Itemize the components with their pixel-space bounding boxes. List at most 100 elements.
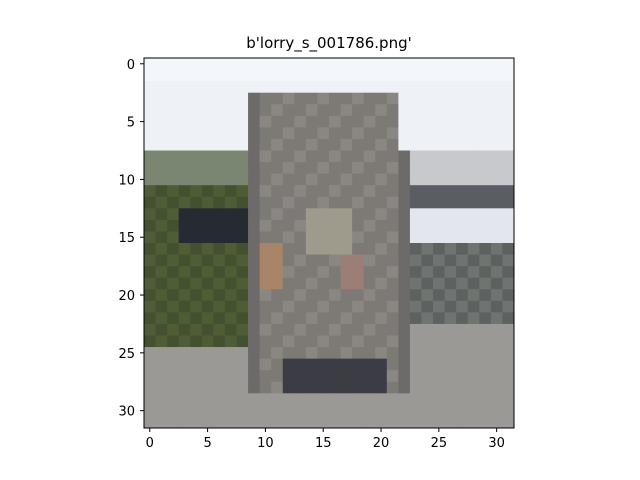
image-pixel — [479, 162, 492, 175]
image-pixel — [352, 277, 365, 290]
image-pixel — [386, 104, 399, 117]
image-pixel — [155, 416, 168, 429]
image-pixel — [294, 196, 307, 209]
image-pixel — [352, 104, 365, 117]
image-pixel — [456, 219, 469, 232]
image-pixel — [409, 393, 422, 406]
image-pixel — [271, 300, 284, 313]
image-pixel — [317, 300, 330, 313]
image-pixel — [329, 150, 341, 163]
image-pixel — [167, 219, 180, 232]
image-pixel — [190, 289, 203, 302]
image-pixel — [363, 81, 376, 94]
image-pixel — [444, 231, 457, 244]
image-pixel — [317, 254, 330, 267]
image-pixel — [398, 173, 411, 186]
image-pixel — [190, 208, 203, 221]
image-pixel — [259, 196, 272, 209]
image-pixel — [444, 150, 457, 163]
image-pixel — [329, 300, 341, 313]
image-pixel — [444, 381, 457, 394]
image-pixel — [224, 185, 237, 198]
image-pixel — [490, 393, 503, 406]
image-pixel — [409, 173, 422, 186]
image-pixel — [144, 381, 156, 394]
image-pixel — [305, 381, 318, 394]
image-pixel — [259, 104, 272, 117]
image-pixel — [444, 81, 457, 94]
image-pixel — [421, 231, 434, 244]
image-pixel — [479, 254, 492, 267]
image-pixel — [479, 347, 492, 360]
image-pixel — [282, 416, 295, 429]
image-pixel — [479, 92, 492, 105]
image-pixel — [502, 254, 515, 267]
image-pixel — [386, 92, 399, 105]
image-pixel — [363, 92, 376, 105]
image-pixel — [479, 219, 492, 232]
image-pixel — [340, 162, 353, 175]
image-pixel — [386, 185, 399, 198]
image-pixel — [201, 358, 214, 371]
image-pixel — [248, 243, 261, 255]
image-pixel — [213, 312, 226, 325]
image-pixel — [409, 58, 422, 70]
x-tick-label: 15 — [315, 436, 332, 451]
image-pixel — [213, 300, 226, 313]
image-pixel — [294, 81, 307, 94]
image-pixel — [248, 323, 261, 336]
image-pixel — [340, 323, 353, 336]
image-pixel — [259, 219, 272, 232]
image-pixel — [433, 115, 446, 128]
image-pixel — [294, 312, 307, 325]
image-pixel — [375, 150, 388, 163]
image-pixel — [178, 185, 191, 198]
image-pixel — [375, 173, 388, 186]
image-pixel — [178, 162, 191, 175]
image-pixel — [398, 323, 411, 336]
image-pixel — [271, 162, 284, 175]
image-pixel — [213, 69, 226, 82]
image-pixel — [444, 404, 457, 417]
image-pixel — [178, 150, 191, 163]
image-pixel — [236, 300, 249, 313]
image-pixel — [236, 312, 249, 325]
image-pixel — [282, 104, 295, 117]
image-pixel — [340, 393, 353, 406]
image-pixel — [248, 416, 261, 429]
image-pixel — [155, 58, 168, 70]
image-pixel — [490, 300, 503, 313]
image-pixel — [479, 358, 492, 371]
image-pixel — [224, 266, 237, 279]
image-pixel — [352, 173, 365, 186]
image-pixel — [375, 104, 388, 117]
image-pixel — [421, 347, 434, 360]
image-pixel — [329, 58, 341, 70]
image-pixel — [178, 404, 191, 417]
image-pixel — [213, 358, 226, 371]
image-pixel — [363, 185, 376, 198]
image-pixel — [340, 266, 353, 279]
image-pixel — [444, 289, 457, 302]
image-pixel — [444, 243, 457, 255]
image-pixel — [340, 150, 353, 163]
image-pixel — [224, 208, 237, 221]
image-pixel — [201, 312, 214, 325]
image-pixel — [271, 196, 284, 209]
image-pixel — [329, 127, 341, 140]
image-pixel — [167, 404, 180, 417]
image-pixel — [340, 277, 353, 290]
image-pixel — [340, 173, 353, 186]
image-pixel — [502, 381, 515, 394]
image-pixel — [317, 69, 330, 82]
image-pixel — [259, 381, 272, 394]
image-pixel — [433, 173, 446, 186]
image-pixel — [479, 277, 492, 290]
image-pixel — [167, 381, 180, 394]
image-pixel — [433, 69, 446, 82]
image-pixel — [352, 370, 365, 383]
image-pixel — [329, 277, 341, 290]
image-pixel — [259, 300, 272, 313]
image-pixel — [386, 115, 399, 128]
image-pixel — [409, 92, 422, 105]
